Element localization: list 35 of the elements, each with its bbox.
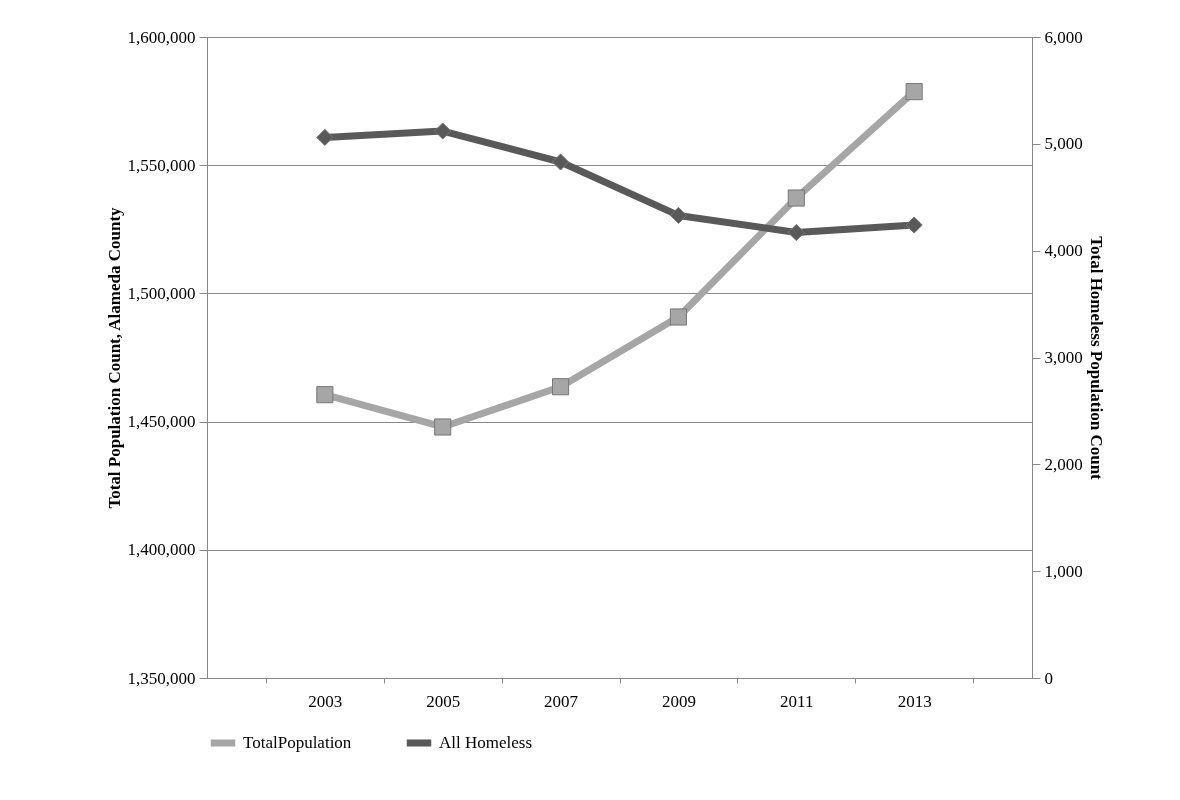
y-tick-label: 1,400,000 [127,540,196,560]
y2-tick-label: 3,000 [1044,348,1083,367]
point [669,206,687,224]
point [552,378,570,396]
point [905,216,923,234]
y-tick-label: 1,550,000 [127,155,196,175]
y2-tick-label: 5,000 [1044,134,1083,154]
y-tick-label: 1,450,000 [127,412,196,432]
x-tick-label: 2005 [426,691,461,711]
y2-axis-title: Total Homeless Population Count [1086,236,1106,481]
legend-label: TotalPopulation [243,733,352,752]
point [787,223,805,242]
y-tick-label: 1,350,000 [127,668,196,688]
point [905,83,923,101]
point [316,128,334,146]
y-tick-label: 1,600,000 [127,27,196,47]
y2-tick-label: 0 [1044,668,1053,688]
x-tick-label: 2007 [544,691,579,711]
legend-label: All Homeless [439,733,533,752]
point [434,418,452,436]
x-tick-label: 2013 [897,691,932,711]
point [669,308,687,326]
point [552,153,570,171]
x-tick-label: 2003 [308,691,343,711]
point [434,122,452,140]
point [787,189,805,207]
y2-tick-label: 6,000 [1044,27,1083,47]
y2-tick-label: 1,000 [1044,561,1083,581]
y2-tick-label: 4,000 [1044,241,1083,261]
y-axis-title: Total Population Count, Alameda County [104,206,124,509]
y-tick-label: 1,500,000 [127,283,196,303]
x-tick-label: 2011 [780,691,814,711]
x-tick-label: 2009 [661,691,696,711]
y2-tick-label: 2,000 [1044,454,1083,474]
point [316,386,334,404]
